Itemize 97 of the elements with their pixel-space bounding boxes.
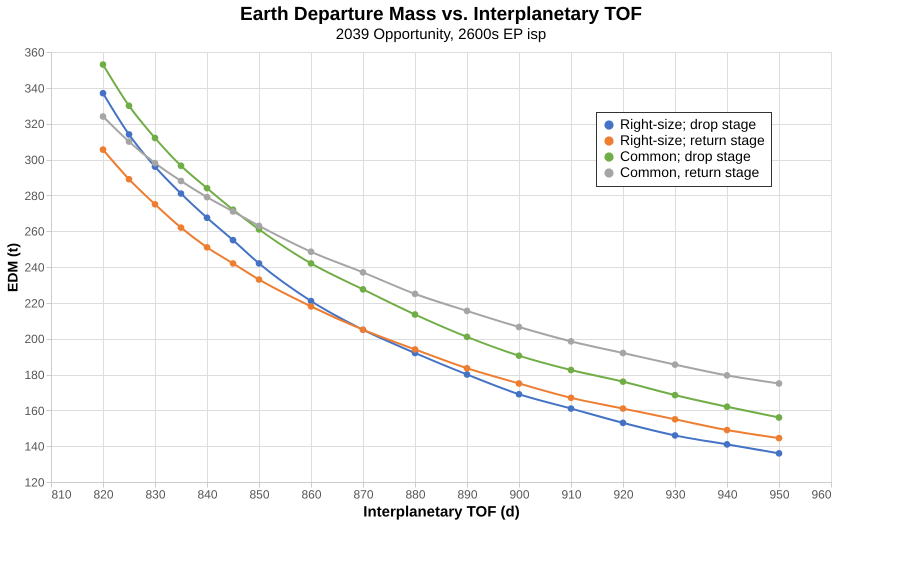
x-tick-label: 940: [717, 488, 738, 502]
point: [178, 224, 184, 231]
legend-label: Right-size; return stage: [620, 132, 765, 148]
point: [230, 236, 236, 244]
point: [464, 364, 470, 372]
x-tick-label: 950: [769, 488, 790, 502]
point: [464, 308, 470, 314]
point: [568, 366, 574, 374]
point: [464, 371, 470, 378]
point: [178, 178, 184, 184]
y-tick-label: 160: [24, 404, 45, 418]
x-tick-label: 850: [249, 488, 270, 502]
x-tick-label: 910: [561, 488, 582, 502]
y-tick-label: 220: [24, 296, 45, 310]
point: [256, 260, 262, 267]
point: [464, 334, 470, 340]
point: [672, 392, 678, 398]
point: [620, 420, 626, 426]
point: [516, 352, 522, 360]
point: [256, 222, 262, 230]
point: [100, 61, 106, 68]
point: [126, 138, 132, 145]
point: [360, 286, 366, 293]
point: [100, 146, 106, 153]
x-tick-label: 870: [353, 488, 374, 502]
point: [204, 194, 210, 200]
point: [308, 260, 314, 267]
x-tick-label: 810: [52, 488, 72, 502]
point: [776, 414, 782, 421]
point: [724, 426, 730, 434]
point: [178, 190, 184, 197]
point: [100, 90, 106, 97]
y-axis-title: EDM (t): [4, 243, 20, 292]
point: [516, 380, 522, 387]
point: [178, 162, 184, 170]
point: [620, 405, 626, 412]
y-tick-label: 180: [24, 368, 45, 382]
legend-label: Right-size; drop stage: [620, 116, 756, 132]
x-tick-label: 920: [613, 488, 634, 502]
point: [620, 350, 626, 356]
point: [152, 134, 158, 142]
point: [256, 276, 262, 283]
point: [672, 432, 678, 439]
x-tick-label: 890: [457, 488, 478, 502]
point: [412, 311, 418, 318]
point: [516, 390, 522, 398]
point: [412, 290, 418, 298]
point: [568, 405, 574, 412]
x-tick-label: 830: [145, 488, 166, 502]
point: [412, 346, 418, 353]
y-tick-label: 260: [24, 224, 45, 239]
legend-label: Common, return stage: [620, 164, 760, 180]
point: [672, 361, 678, 368]
y-tick-label: 300: [24, 153, 45, 167]
y-tick-label: 320: [24, 117, 45, 132]
y-tick-label: 140: [24, 440, 45, 454]
x-tick-label: 860: [301, 488, 322, 502]
point: [126, 131, 132, 138]
point: [724, 403, 730, 410]
point: [152, 160, 158, 166]
legend-label: Common; drop stage: [620, 148, 751, 164]
x-tick-label: 880: [405, 488, 426, 502]
point: [308, 248, 314, 256]
point: [204, 244, 210, 251]
point: [620, 378, 626, 386]
point: [308, 303, 314, 310]
x-tick-label: 840: [197, 488, 218, 502]
point: [568, 394, 574, 402]
point: [672, 416, 678, 423]
x-tick-label: 900: [509, 488, 530, 502]
x-tick-label: 820: [93, 488, 114, 502]
point: [568, 338, 574, 345]
point: [126, 102, 132, 110]
point: [100, 113, 106, 120]
point: [126, 176, 132, 183]
point: [360, 269, 366, 276]
chart-subtitle: 2039 Opportunity, 2600s EP isp: [336, 26, 546, 43]
point: [724, 441, 730, 448]
y-tick-label: 120: [24, 476, 45, 490]
point: [776, 434, 782, 442]
point: [152, 200, 158, 208]
x-tick-label: 960: [811, 488, 832, 502]
point: [204, 214, 210, 222]
point: [724, 372, 730, 379]
x-axis-title: Interplanetary TOF (d): [363, 504, 520, 520]
point: [230, 260, 236, 267]
x-tick-label: 930: [665, 488, 686, 502]
y-tick-label: 340: [24, 81, 45, 96]
y-tick-label: 200: [24, 332, 45, 346]
y-tick-label: 240: [24, 260, 45, 274]
y-tick-label: 280: [24, 188, 45, 203]
point: [516, 324, 522, 330]
point: [776, 380, 782, 387]
y-tick-label: 360: [24, 46, 45, 60]
point: [204, 184, 210, 192]
point: [776, 450, 782, 457]
chart-title: Earth Departure Mass vs. Interplanetary TOF: [240, 4, 642, 25]
